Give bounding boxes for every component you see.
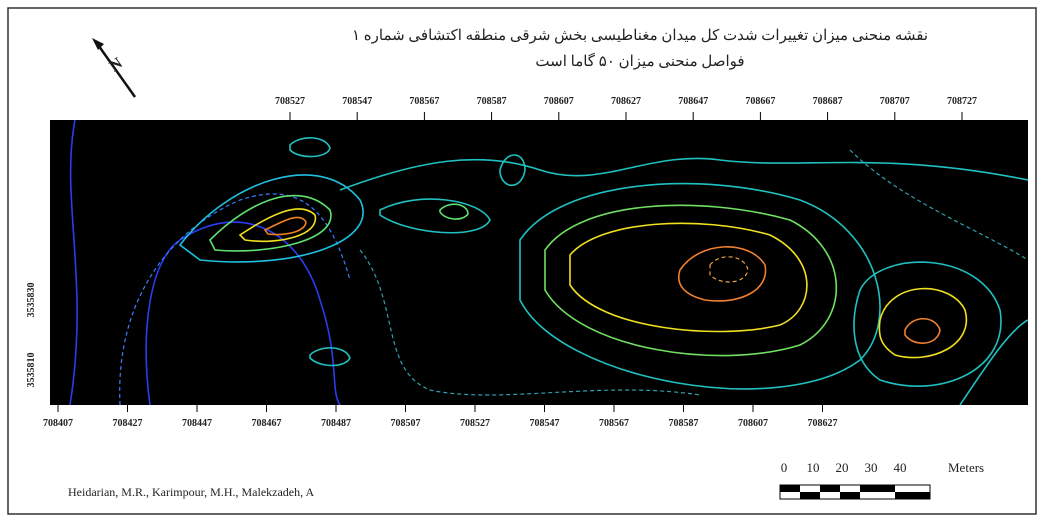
north-arrow: N: [92, 38, 137, 98]
scale-label: 40: [894, 460, 907, 475]
map-area: [50, 120, 1028, 405]
top-tick-label: 708547: [342, 96, 372, 107]
left-tick-label: 3535830: [26, 283, 37, 318]
bottom-tick-label: 708607: [738, 418, 768, 429]
top-tick-label: 708647: [678, 96, 708, 107]
credit: Heidarian, M.R., Karimpour, M.H., Malekz…: [68, 485, 314, 499]
bottom-tick-label: 708507: [391, 418, 421, 429]
scale-unit: Meters: [948, 460, 984, 475]
top-tick-label: 708707: [880, 96, 910, 107]
title-line2: فواصل منحنی میزان ۵۰ گاما است: [535, 52, 744, 70]
top-tick-label: 708667: [745, 96, 775, 107]
bottom-tick-label: 708527: [460, 418, 490, 429]
top-tick-label: 708607: [544, 96, 574, 107]
top-tick-label: 708627: [611, 96, 641, 107]
left-tick-label: 3535810: [26, 353, 37, 388]
top-tick-label: 708727: [947, 96, 977, 107]
scale-label: 20: [836, 460, 849, 475]
frame: [7, 7, 1037, 515]
scale-bar: [779, 484, 931, 500]
scale-label: 30: [865, 460, 878, 475]
bottom-tick-label: 708587: [669, 418, 699, 429]
top-tick-label: 708527: [275, 96, 305, 107]
contours: [69, 120, 1028, 405]
bottom-tick-label: 708627: [808, 418, 838, 429]
north-label: N: [107, 54, 127, 75]
top-tick-label: 708687: [813, 96, 843, 107]
scale-label: 0: [781, 460, 788, 475]
top-tick-label: 708587: [477, 96, 507, 107]
bottom-tick-label: 708467: [252, 418, 282, 429]
title-line1: نقشه منحنی میزان تغییرات شدت کل میدان مغ…: [352, 28, 928, 44]
bottom-tick-label: 708487: [321, 418, 351, 429]
bottom-tick-label: 708567: [599, 418, 629, 429]
bottom-tick-label: 708447: [182, 418, 212, 429]
top-tick-label: 708567: [409, 96, 439, 107]
bottom-tick-label: 708407: [43, 418, 73, 429]
bottom-tick-label: 708427: [113, 418, 143, 429]
bottom-tick-label: 708547: [530, 418, 560, 429]
scale-label: 10: [807, 460, 820, 475]
